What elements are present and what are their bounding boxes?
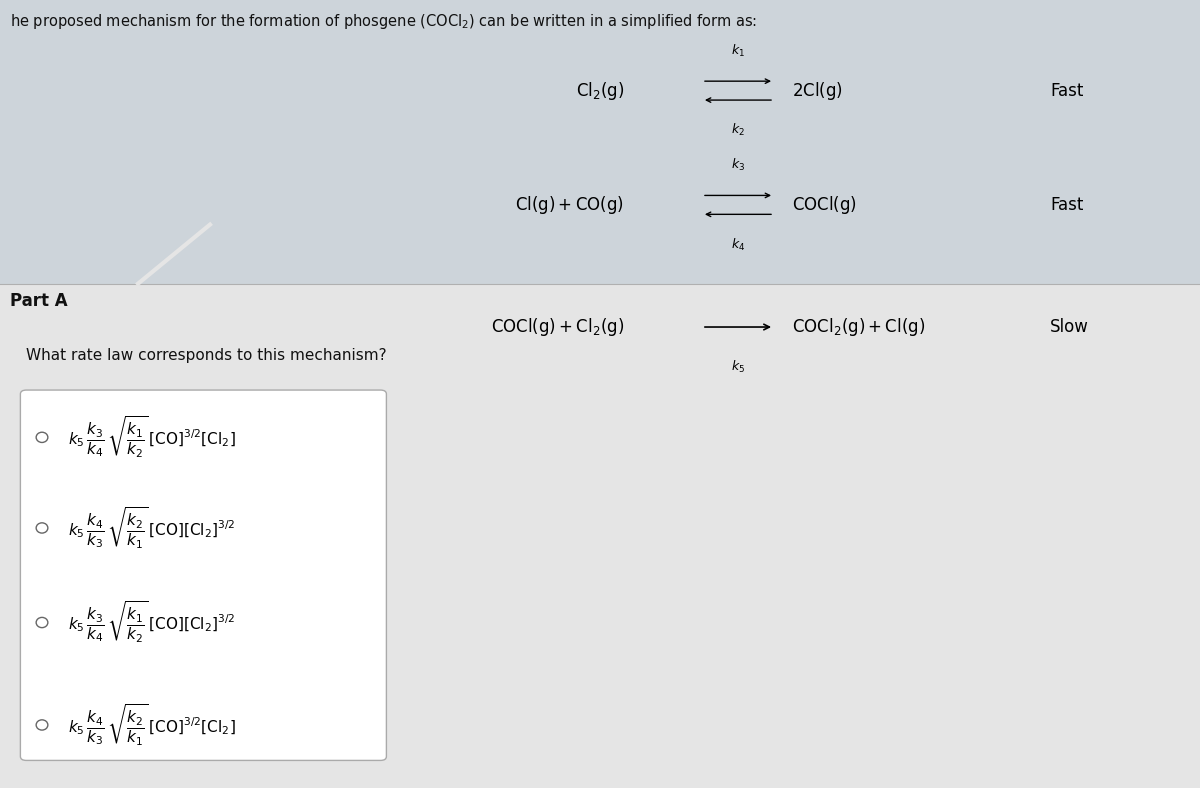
Text: $\mathrm{COCl_2(g) + Cl(g)}$: $\mathrm{COCl_2(g) + Cl(g)}$ [792, 316, 925, 338]
Text: he proposed mechanism for the formation of phosgene $(\mathrm{COCl_2})$ can be w: he proposed mechanism for the formation … [10, 12, 757, 31]
Text: Fast: Fast [1050, 82, 1084, 99]
Text: $k_2$: $k_2$ [731, 122, 745, 138]
Text: $\mathrm{COCl(g) + Cl_2(g)}$: $\mathrm{COCl(g) + Cl_2(g)}$ [491, 316, 624, 338]
Text: $\mathrm{Cl(g) + CO(g)}$: $\mathrm{Cl(g) + CO(g)}$ [515, 194, 624, 216]
Text: $k_1$: $k_1$ [731, 43, 745, 59]
FancyBboxPatch shape [20, 390, 386, 760]
Text: $k_5\,\dfrac{k_3}{k_4}\,\sqrt{\dfrac{k_1}{k_2}}\,[\mathrm{CO}][\mathrm{Cl_2}]^{3: $k_5\,\dfrac{k_3}{k_4}\,\sqrt{\dfrac{k_1… [68, 600, 236, 645]
Text: $k_5\,\dfrac{k_3}{k_4}\,\sqrt{\dfrac{k_1}{k_2}}\,[\mathrm{CO}]^{3/2}[\mathrm{Cl_: $k_5\,\dfrac{k_3}{k_4}\,\sqrt{\dfrac{k_1… [68, 414, 236, 460]
Text: $k_5\,\dfrac{k_4}{k_3}\,\sqrt{\dfrac{k_2}{k_1}}\,[\mathrm{CO}]^{3/2}[\mathrm{Cl_: $k_5\,\dfrac{k_4}{k_3}\,\sqrt{\dfrac{k_2… [68, 702, 236, 748]
Text: $\mathrm{2Cl(g)}$: $\mathrm{2Cl(g)}$ [792, 80, 842, 102]
Bar [0, 284, 1200, 788]
Text: $k_5\,\dfrac{k_4}{k_3}\,\sqrt{\dfrac{k_2}{k_1}}\,[\mathrm{CO}][\mathrm{Cl_2}]^{3: $k_5\,\dfrac{k_4}{k_3}\,\sqrt{\dfrac{k_2… [68, 505, 236, 551]
Bar [0, 0, 1200, 284]
Text: Part A: Part A [10, 292, 67, 310]
Text: $k_3$: $k_3$ [731, 158, 745, 173]
Text: Slow: Slow [1050, 318, 1088, 336]
Text: What rate law corresponds to this mechanism?: What rate law corresponds to this mechan… [26, 348, 388, 363]
Text: $\mathrm{COCl(g)}$: $\mathrm{COCl(g)}$ [792, 194, 857, 216]
Text: $k_4$: $k_4$ [731, 236, 745, 252]
Text: $\mathrm{Cl_2(g)}$: $\mathrm{Cl_2(g)}$ [576, 80, 624, 102]
Text: Fast: Fast [1050, 196, 1084, 214]
Text: $k_5$: $k_5$ [731, 359, 745, 374]
